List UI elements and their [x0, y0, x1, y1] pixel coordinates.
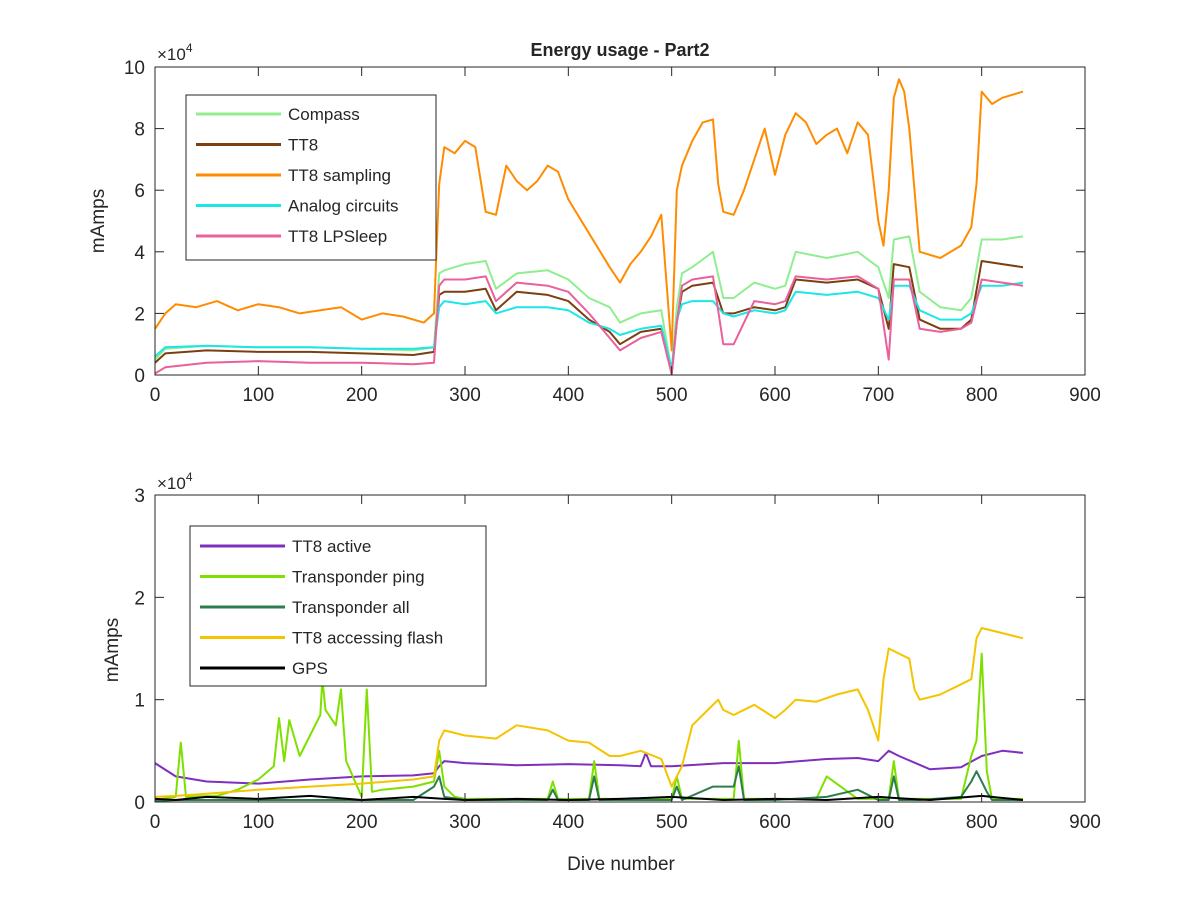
top-y-tick-label: 10: [124, 58, 145, 79]
bottom-y-axis-label: mAmps: [102, 618, 123, 682]
bottom-x-tick-label: 300: [449, 812, 481, 833]
bottom-x-tick-label: 700: [862, 812, 894, 833]
bottom-y-tick-label: 1: [134, 691, 145, 712]
chart-title: Energy usage - Part2: [530, 40, 709, 60]
bottom-x-tick-label: 400: [552, 812, 584, 833]
bottom-y-tick-label: 3: [134, 486, 145, 507]
top-y-multiplier-exp: 4: [186, 41, 193, 55]
bottom-y-multiplier-base: ×10: [157, 474, 186, 493]
top-series-line-5: [154, 275, 1024, 376]
top-x-tick-label: 400: [552, 385, 584, 406]
bottom-x-tick-label: 800: [966, 812, 998, 833]
bottom-x-tick-label: 100: [242, 812, 274, 833]
bottom-x-tick-label: 500: [656, 812, 688, 833]
top-y-tick-label: 2: [134, 304, 145, 325]
bottom-series-line-4: [154, 627, 1024, 798]
top-y-tick-label: 8: [134, 120, 145, 141]
bottom-x-tick-label: 200: [346, 812, 378, 833]
bottom-x-tick-label: 900: [1069, 812, 1101, 833]
top-legend-label-4: Analog circuits: [288, 197, 399, 216]
top-series-line-3: [154, 78, 1024, 352]
bottom-legend-label-4: TT8 accessing flash: [292, 629, 443, 648]
top-x-tick-label: 200: [346, 385, 378, 406]
top-legend-label-1: Compass: [288, 105, 360, 124]
bottom-plot-area: 0 100 200 300 400 500 600 700 800 900 0 1 2 3 TT8 acti…: [134, 486, 1100, 833]
top-axes-box: [154, 66, 1086, 376]
bottom-legend-label-3: Transponder all: [292, 598, 410, 617]
top-x-tick-label: 0: [150, 385, 161, 406]
top-plot-area: 0 100 200 300 400 500 600 700 800 900 0 2 4 6 8 10 Compa…: [124, 58, 1101, 406]
bottom-y-tick-label: 2: [134, 588, 145, 609]
top-x-tick-label: 700: [862, 385, 894, 406]
top-legend-label-3: TT8 sampling: [288, 166, 391, 185]
bottom-x-axis-label: Dive number: [567, 854, 675, 875]
bottom-panel: 0 100 200 300 400 500 600 700 800 900 0 1 2 3 TT8 acti…: [102, 470, 1101, 875]
top-y-multiplier: ×104: [157, 41, 193, 64]
top-y-tick-label: 0: [134, 366, 145, 387]
bottom-x-tick-label: 0: [150, 812, 161, 833]
top-x-tick-label: 900: [1069, 385, 1101, 406]
bottom-y-multiplier: ×104: [157, 470, 193, 493]
top-x-tick-label: 300: [449, 385, 481, 406]
bottom-x-tick-label: 600: [759, 812, 791, 833]
bottom-y-tick-label: 0: [134, 793, 145, 814]
top-y-tick-label: 4: [134, 243, 145, 264]
top-x-tick-label: 500: [656, 385, 688, 406]
top-y-multiplier-base: ×10: [157, 45, 186, 64]
bottom-axes-box: [154, 494, 1086, 803]
top-x-tick-label: 800: [966, 385, 998, 406]
top-x-tick-label: 600: [759, 385, 791, 406]
top-panel: Energy usage - Part2 0 100 200 300 400 500 600…: [88, 40, 1101, 406]
top-x-tick-label: 100: [242, 385, 274, 406]
top-legend-label-5: TT8 LPSleep: [288, 227, 387, 246]
top-legend-box: [185, 94, 437, 261]
bottom-legend-label-2: Transponder ping: [292, 568, 425, 587]
top-y-tick-label: 6: [134, 181, 145, 202]
top-y-axis-label: mAmps: [88, 189, 109, 253]
bottom-y-multiplier-exp: 4: [186, 470, 193, 484]
bottom-legend-label-1: TT8 active: [292, 537, 371, 556]
top-legend-label-2: TT8: [288, 136, 318, 155]
bottom-legend-label-5: GPS: [292, 659, 328, 678]
